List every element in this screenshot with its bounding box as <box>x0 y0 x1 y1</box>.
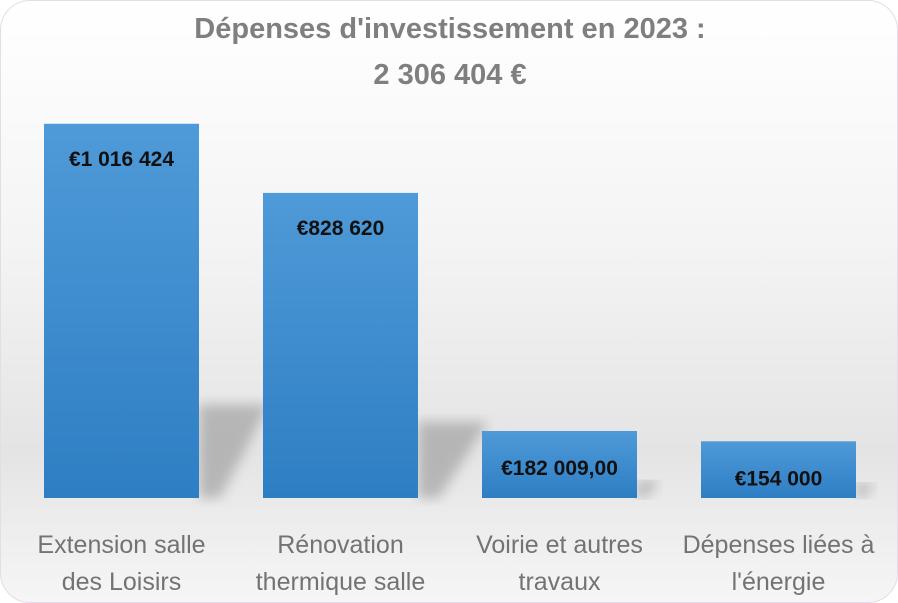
category-label: Rénovation <box>277 531 403 559</box>
data-label: €828 620 <box>297 217 385 240</box>
category-label: travaux <box>519 568 601 596</box>
bar <box>482 430 637 498</box>
data-label: €182 009,00 <box>501 457 618 480</box>
category-label: des Loisirs <box>62 568 182 596</box>
bar-shadow <box>856 483 876 498</box>
category-label: thermique salle <box>256 568 426 596</box>
chart-subtitle: 2 306 404 € <box>373 59 527 91</box>
bar <box>263 192 418 498</box>
bar <box>44 123 199 498</box>
bar <box>701 441 856 498</box>
bar-shadow <box>637 481 661 498</box>
data-label: €1 016 424 <box>69 148 174 171</box>
category-label: l'énergie <box>732 568 826 596</box>
bar-shadow <box>199 404 269 498</box>
chart-title: Dépenses d'investissement en 2023 : <box>194 13 706 45</box>
data-label: €154 000 <box>735 467 823 490</box>
category-label: Dépenses liées à <box>683 531 875 559</box>
category-label: Voirie et autres <box>476 531 643 559</box>
category-label: Extension salle <box>37 531 205 559</box>
bar-shadow <box>418 421 488 498</box>
